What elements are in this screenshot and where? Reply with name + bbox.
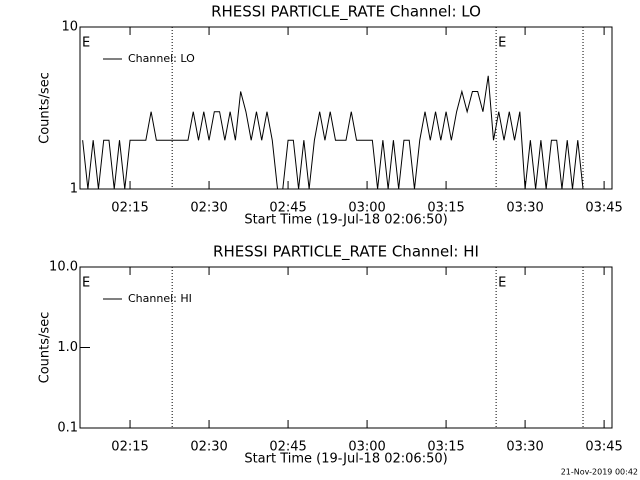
event-label: E xyxy=(82,276,90,291)
event-label: E xyxy=(498,36,506,51)
y-axis-label: Counts/sec xyxy=(38,312,53,384)
x-axis-label: Start Time (19-Jul-18 02:06:50) xyxy=(244,213,447,228)
x-axis-label: Start Time (19-Jul-18 02:06:50) xyxy=(244,452,447,467)
x-tick-label: 03:30 xyxy=(506,440,543,455)
x-tick-label: 03:15 xyxy=(427,201,464,216)
x-tick-label: 02:15 xyxy=(111,201,148,216)
data-line xyxy=(82,75,584,190)
x-tick-label: 03:00 xyxy=(348,440,385,455)
y-tick-label: 10 xyxy=(61,20,78,35)
x-tick-label: 03:00 xyxy=(348,201,385,216)
footer: 21-Nov-2019 00:42 xyxy=(561,468,638,477)
x-tick-label: 02:30 xyxy=(190,440,227,455)
chart-title: RHESSI PARTICLE_RATE Channel: LO xyxy=(211,3,481,22)
x-tick-label: 03:15 xyxy=(427,440,464,455)
y-tick-label: 1.0 xyxy=(57,340,78,355)
x-tick-label: 02:45 xyxy=(269,440,306,455)
legend-label: Channel: HI xyxy=(128,292,192,305)
y-tick-label: 0.1 xyxy=(57,421,78,436)
legend-label: Channel: LO xyxy=(128,52,195,65)
x-tick-label: 03:30 xyxy=(506,201,543,216)
y-tick-label: 1 xyxy=(70,182,78,197)
event-label: E xyxy=(498,276,506,291)
y-tick-label: 10.0 xyxy=(49,260,78,275)
plot-frame xyxy=(79,26,613,190)
chart-title: RHESSI PARTICLE_RATE Channel: HI xyxy=(213,243,479,262)
x-tick-label: 03:45 xyxy=(585,201,622,216)
x-tick-label: 02:15 xyxy=(111,440,148,455)
y-axis-label: Counts/sec xyxy=(38,72,53,144)
x-tick-label: 02:45 xyxy=(269,201,306,216)
x-tick-label: 02:30 xyxy=(190,201,227,216)
x-tick-label: 03:45 xyxy=(585,440,622,455)
event-label: E xyxy=(82,36,90,51)
